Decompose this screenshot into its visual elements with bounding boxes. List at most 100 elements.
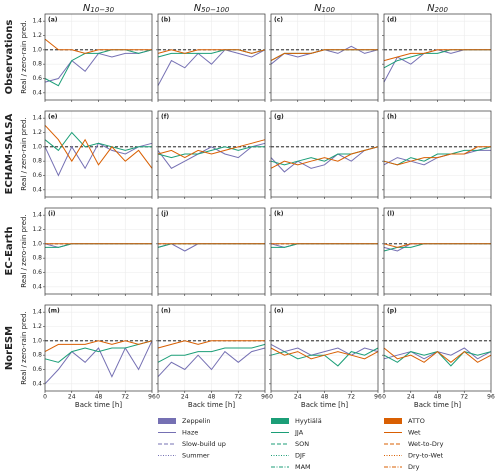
series-line	[157, 146, 265, 159]
y-tick-label: 1.2	[32, 129, 42, 136]
y-tick-label: 0.8	[32, 61, 42, 68]
x-tick-label: 48	[208, 394, 216, 401]
panel-border	[157, 110, 266, 198]
series-line	[157, 142, 266, 169]
series-line	[270, 146, 379, 173]
y-tick-label: 0.6	[32, 75, 42, 82]
panel-label: (f)	[161, 114, 169, 121]
column-title: N200	[427, 3, 448, 14]
panel-border	[270, 110, 379, 198]
panel-label: (i)	[48, 211, 56, 218]
x-tick-label: 0	[156, 394, 160, 401]
panel-label: (g)	[274, 114, 284, 121]
column-title-main: N	[314, 3, 322, 14]
legend-label: Dry	[408, 463, 420, 471]
series-line	[383, 347, 492, 363]
x-tick-label: 24	[407, 394, 415, 401]
legend-label: Slow-build up	[182, 440, 226, 448]
legend-label: Dry-to-Wet	[408, 452, 444, 460]
y-tick-label: 0.4	[32, 380, 42, 387]
legend-label: DJF	[295, 452, 306, 460]
series-line	[270, 343, 379, 356]
x-tick-label: 24	[294, 394, 302, 401]
legend-label: SON	[295, 440, 309, 448]
column-title-main: N	[427, 3, 435, 14]
legend-swatch	[271, 418, 289, 424]
series-line	[383, 146, 491, 166]
panel-label: (h)	[387, 114, 397, 121]
legend-label: JJA	[294, 429, 304, 437]
panel-border	[270, 207, 379, 295]
panel-label: (k)	[274, 211, 284, 218]
series-line	[44, 49, 153, 87]
panel-border	[44, 304, 153, 392]
row-label: Observations	[4, 20, 15, 95]
series-line	[44, 340, 153, 363]
x-tick-label: 72	[234, 394, 242, 401]
x-tick-label: 72	[460, 394, 468, 401]
y-tick-label: 0.4	[32, 89, 42, 96]
column-title: N100	[314, 3, 335, 14]
column-title-sub: 10−30	[90, 6, 114, 14]
legend-label: Zeppelin	[182, 417, 210, 425]
series-line	[383, 49, 491, 62]
legend-label: Wet-to-Dry	[408, 440, 444, 448]
series-line	[44, 340, 153, 353]
y-tick-label: 1.0	[32, 240, 42, 247]
x-tick-label: 48	[95, 394, 103, 401]
y-tick-label: 1.0	[32, 143, 42, 150]
x-tick-label: 72	[347, 394, 355, 401]
x-tick-label: 48	[434, 394, 442, 401]
y-tick-label: 1.4	[32, 212, 42, 219]
series-line	[44, 124, 153, 169]
legend-label: MAM	[295, 463, 311, 471]
series-line	[157, 340, 265, 349]
panel-label: (l)	[387, 211, 395, 218]
series-line	[157, 139, 266, 159]
y-tick-label: 0.4	[32, 186, 42, 193]
y-tick-label: 1.2	[32, 226, 42, 233]
panel-border	[383, 13, 492, 101]
y-axis-label: Real / zero-rain pred.	[20, 117, 28, 190]
x-tick-label: 96	[261, 394, 269, 401]
panel-border	[383, 304, 492, 392]
series-line	[157, 49, 266, 54]
column-title: N50−100	[194, 3, 230, 14]
panel-border	[270, 304, 379, 392]
x-tick-label: 96	[148, 394, 156, 401]
series-line	[383, 146, 492, 166]
series-line	[44, 131, 152, 152]
y-tick-label: 0.4	[32, 283, 42, 290]
series-line	[383, 243, 491, 248]
x-tick-label: 24	[68, 394, 76, 401]
x-tick-label: 0	[269, 394, 273, 401]
panel-label: (e)	[48, 114, 58, 121]
panel-border	[44, 13, 153, 101]
y-tick-label: 0.6	[32, 269, 42, 276]
y-tick-label: 0.8	[32, 352, 42, 359]
column-title-sub: 50−100	[201, 6, 230, 14]
column-title-main: N	[194, 3, 202, 14]
series-line	[44, 38, 152, 54]
x-axis-label: Back time [h]	[301, 401, 348, 409]
y-tick-label: 1.2	[32, 323, 42, 330]
panel-border	[44, 207, 153, 295]
panel-border	[157, 13, 266, 101]
row-label: EC-Earth	[4, 227, 15, 276]
y-axis-label: Real / zero-rain pred.	[20, 311, 28, 384]
series-line	[157, 343, 266, 363]
y-tick-label: 0.6	[32, 366, 42, 373]
panel-border	[157, 304, 266, 392]
x-tick-label: 0	[43, 394, 47, 401]
panel-label: (n)	[161, 308, 171, 315]
panel-border	[383, 110, 492, 198]
series-line	[270, 146, 379, 169]
panel-label: (p)	[387, 308, 397, 315]
row-label: ECHAM-SALSA	[4, 113, 15, 194]
x-tick-label: 48	[321, 394, 329, 401]
series-line	[270, 347, 379, 360]
x-tick-label: 0	[382, 394, 386, 401]
y-axis-label: Real / zero-rain pred.	[20, 20, 28, 93]
y-tick-label: 1.4	[32, 309, 42, 316]
